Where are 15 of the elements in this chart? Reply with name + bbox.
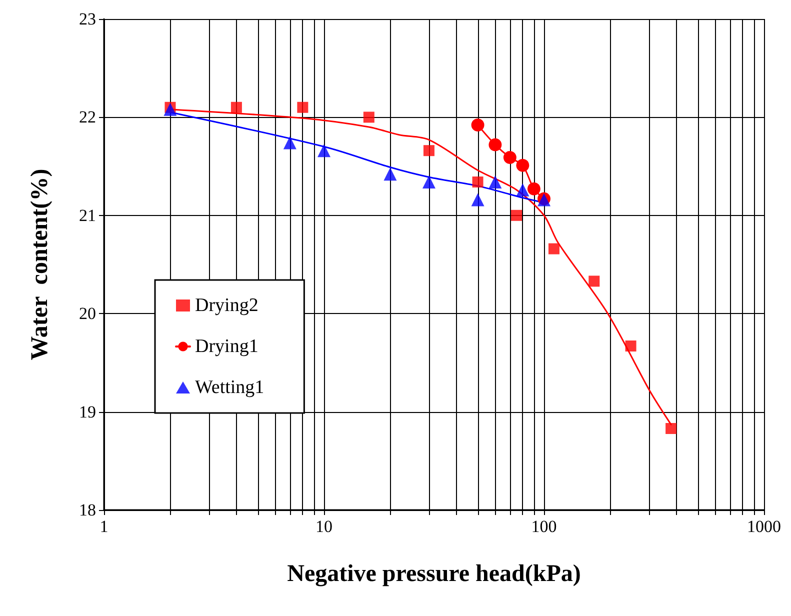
x-tick-label: 10 xyxy=(316,517,332,536)
y-tick-label: 22 xyxy=(79,108,96,127)
x-tick-label: 1000 xyxy=(747,517,781,536)
y-tick-label: 21 xyxy=(79,206,96,225)
y-axis-title: Water content(%) xyxy=(27,168,53,360)
legend-label: Wetting1 xyxy=(195,377,264,398)
x-tick-label: 1 xyxy=(100,517,108,536)
x-axis-title: Negative pressure head(kPa) xyxy=(287,561,581,587)
legend-label: Drying2 xyxy=(195,295,258,316)
y-tick-label: 19 xyxy=(79,402,96,422)
legend-label: Drying1 xyxy=(195,336,258,357)
y-tick-label: 20 xyxy=(79,304,96,324)
y-tick-label: 23 xyxy=(79,10,96,28)
y-tick-label: 18 xyxy=(79,500,96,520)
x-tick-label: 100 xyxy=(531,517,557,536)
